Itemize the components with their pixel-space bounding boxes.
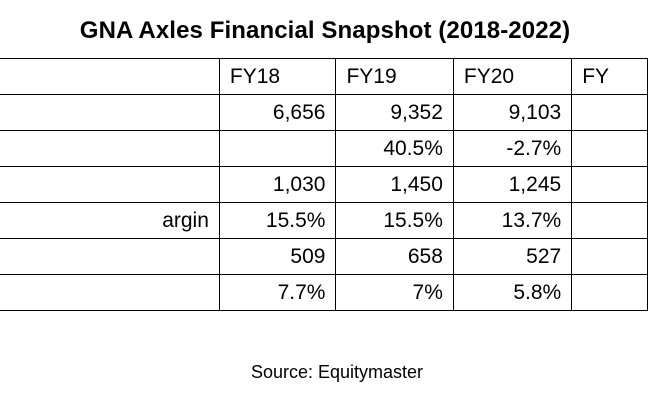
- table-cell: 15.5%: [335, 202, 454, 239]
- table-cell: [571, 202, 648, 239]
- table-cell: [571, 274, 648, 311]
- table-cell: 7%: [335, 274, 454, 311]
- financial-table: FY18 FY19 FY20 FY 6,656 9,352 9,103 40.5…: [0, 58, 648, 311]
- row-label: [0, 274, 220, 311]
- table-cell: 509: [218, 238, 337, 275]
- table-cell: 15.5%: [218, 202, 337, 239]
- table-header-row: FY18 FY19 FY20 FY: [0, 58, 648, 95]
- table-cell: [571, 130, 648, 167]
- table-cell: 40.5%: [335, 130, 454, 167]
- table-row: 40.5% -2.7%: [0, 130, 648, 167]
- header-cell-label: [0, 58, 220, 95]
- row-label: argin: [0, 202, 220, 239]
- table-cell: 527: [452, 238, 573, 275]
- table-cell: 1,030: [218, 166, 337, 203]
- table-cell: 1,245: [452, 166, 573, 203]
- table-cell: -2.7%: [452, 130, 573, 167]
- table-cell: 658: [335, 238, 454, 275]
- header-cell-fy21: FY: [571, 58, 648, 95]
- table-cell: [218, 130, 337, 167]
- header-cell-fy18: FY18: [218, 58, 337, 95]
- table-row: 6,656 9,352 9,103: [0, 94, 648, 131]
- table-row: argin 15.5% 15.5% 13.7%: [0, 202, 648, 239]
- row-label: [0, 238, 220, 275]
- table-row: 1,030 1,450 1,245: [0, 166, 648, 203]
- table-cell: 5.8%: [452, 274, 573, 311]
- table-row: 7.7% 7% 5.8%: [0, 274, 648, 311]
- page-title: GNA Axles Financial Snapshot (2018-2022): [79, 17, 571, 44]
- table-cell: 1,450: [335, 166, 454, 203]
- source-caption: Source: Equitymaster: [250, 362, 424, 382]
- table-row: 509 658 527: [0, 238, 648, 275]
- table-cell: [571, 166, 648, 203]
- header-cell-fy20: FY20: [452, 58, 573, 95]
- row-label: [0, 94, 220, 131]
- table-cell: 13.7%: [452, 202, 573, 239]
- table-cell: [571, 94, 648, 131]
- table-cell: [571, 238, 648, 275]
- row-label: [0, 166, 220, 203]
- header-cell-fy19: FY19: [335, 58, 454, 95]
- table-cell: 9,103: [452, 94, 573, 131]
- table-cell: 7.7%: [218, 274, 337, 311]
- table-cell: 6,656: [218, 94, 337, 131]
- table-cell: 9,352: [335, 94, 454, 131]
- row-label: [0, 130, 220, 167]
